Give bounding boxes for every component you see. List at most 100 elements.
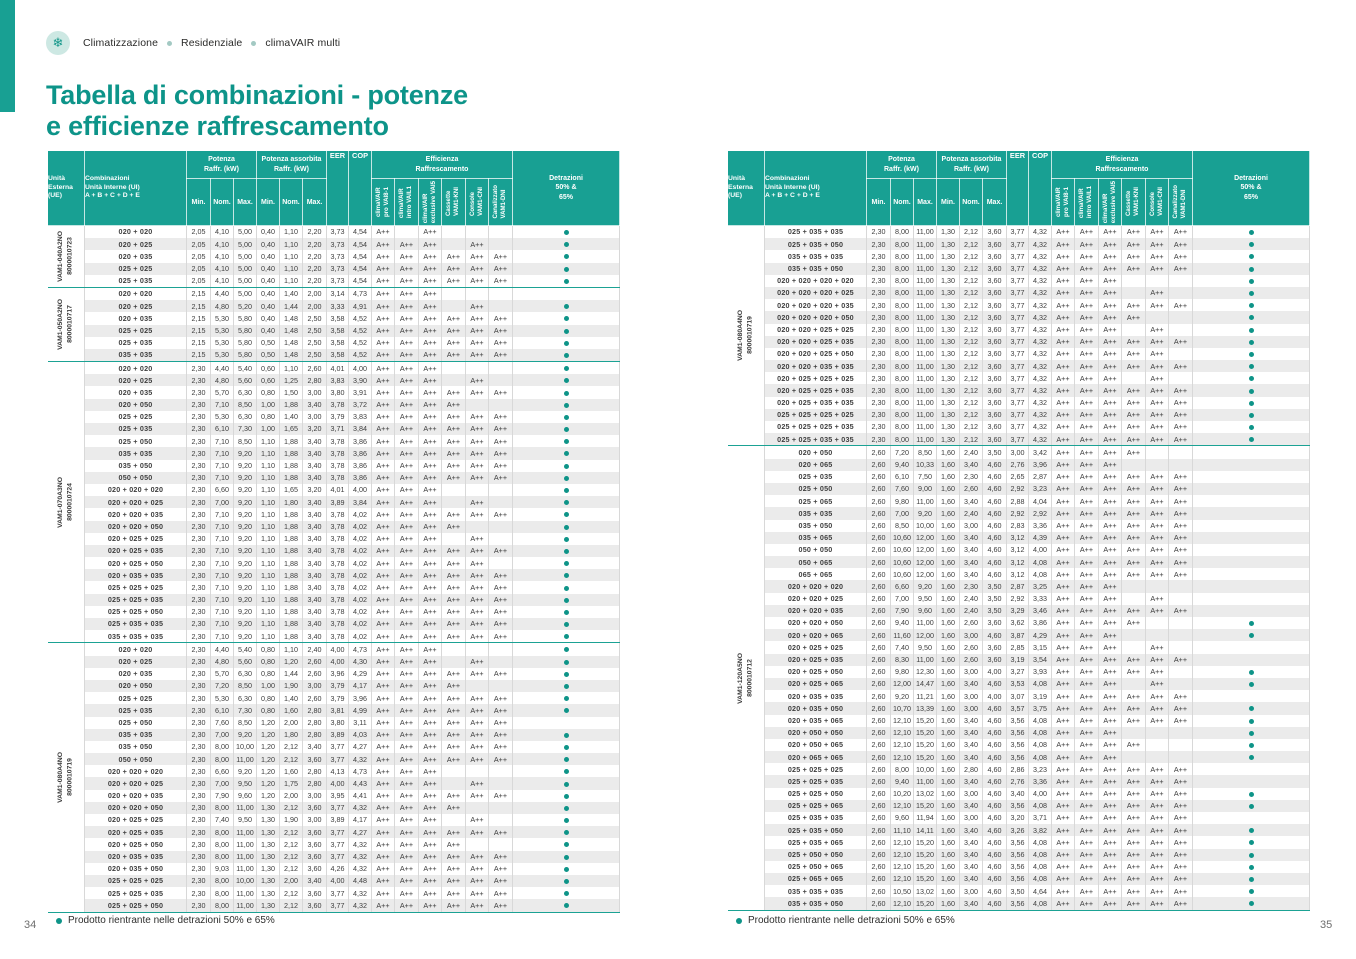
efficiency-cell xyxy=(441,496,466,509)
detrazione-dot xyxy=(563,328,569,334)
efficiency-cell: A++ xyxy=(1098,812,1122,825)
efficiency-cell: A++ xyxy=(1074,641,1099,654)
value-cell: 2,60 xyxy=(302,692,327,705)
value-cell: 1,60 xyxy=(279,765,303,778)
value-cell: 7,10 xyxy=(210,569,234,582)
value-cell: 5,30 xyxy=(210,692,234,705)
value-cell: 1,30 xyxy=(936,262,960,275)
efficiency-cell: A++ xyxy=(371,361,395,375)
efficiency-cell: A++ xyxy=(371,324,395,337)
value-cell: 2,60 xyxy=(866,580,891,593)
efficiency-cell: A++ xyxy=(394,312,419,325)
combination-cell: 025 + 025 + 025 + 025 xyxy=(764,408,867,421)
value-cell: 2,60 xyxy=(866,726,891,739)
efficiency-cell: A++ xyxy=(465,887,489,900)
value-cell: 4,00 xyxy=(348,361,372,375)
breadcrumb-item-residenziale[interactable]: Residenziale xyxy=(181,37,243,49)
efficiency-cell: A++ xyxy=(394,618,419,631)
efficiency-cell: A++ xyxy=(1168,238,1193,251)
efficiency-cell: A++ xyxy=(371,838,395,851)
efficiency-cell: A++ xyxy=(1145,860,1169,873)
value-cell: 3,40 xyxy=(302,593,327,606)
value-cell: 4,00 xyxy=(326,777,349,790)
efficiency-cell: A++ xyxy=(488,471,513,484)
value-cell: 12,10 xyxy=(890,714,914,727)
efficiency-cell: A++ xyxy=(1098,384,1122,397)
efficiency-cell: A++ xyxy=(394,642,419,656)
breadcrumb-item-climatizzazione[interactable]: Climatizzazione xyxy=(83,37,159,49)
efficiency-cell xyxy=(1168,738,1193,752)
value-cell: 2,60 xyxy=(302,361,327,375)
value-cell: 3,40 xyxy=(302,605,327,618)
value-cell: 4,00 xyxy=(1028,543,1052,557)
value-cell: 1,10 xyxy=(256,447,280,460)
efficiency-cell: A++ xyxy=(1168,775,1193,788)
value-cell: 1,20 xyxy=(279,655,303,668)
combination-cell: 025 + 035 + 065 xyxy=(764,836,867,849)
efficiency-cell xyxy=(488,557,513,570)
efficiency-cell: A++ xyxy=(1121,763,1146,776)
efficiency-cell: A++ xyxy=(1074,433,1099,447)
efficiency-cell xyxy=(1121,677,1146,691)
value-cell: 1,80 xyxy=(279,728,303,741)
detrazioni-cell xyxy=(512,312,620,325)
value-cell: 2,80 xyxy=(302,704,327,717)
efficiency-cell: A++ xyxy=(1074,714,1099,727)
efficiency-cell: A++ xyxy=(371,250,395,263)
detrazione-dot xyxy=(1248,291,1254,297)
value-cell: 1,88 xyxy=(279,605,303,618)
efficiency-cell xyxy=(441,655,466,668)
value-cell: 9,20 xyxy=(233,765,257,778)
efficiency-cell: A++ xyxy=(1074,408,1099,421)
combination-cell: 050 + 050 xyxy=(84,753,187,766)
efficiency-cell: A++ xyxy=(441,520,466,533)
efficiency-cell: A++ xyxy=(465,324,489,337)
detrazione-dot xyxy=(563,793,569,799)
detrazioni-cell xyxy=(512,225,620,239)
value-cell: 1,60 xyxy=(936,495,960,508)
value-cell: 7,10 xyxy=(210,630,234,644)
value-cell: 2,30 xyxy=(866,335,891,348)
value-cell: 3,77 xyxy=(326,887,349,900)
value-cell: 3,20 xyxy=(1006,812,1029,825)
detrazioni-cell xyxy=(1192,556,1310,569)
value-cell: 1,10 xyxy=(256,569,280,582)
value-cell: 2,30 xyxy=(866,323,891,336)
value-cell: 15,20 xyxy=(913,799,937,812)
efficiency-cell: A++ xyxy=(1098,421,1122,434)
efficiency-cell: A++ xyxy=(1168,543,1193,557)
detrazioni-cell xyxy=(1192,445,1310,459)
header-cell: EER xyxy=(1006,150,1029,226)
value-cell: 11,10 xyxy=(890,824,914,837)
value-cell: 1,40 xyxy=(279,692,303,705)
table-row: 025 + 035 + 050 2,30 8,00 11,00 1,30 2,12 3,60… xyxy=(728,238,1310,251)
combination-cell: 020 + 025 xyxy=(84,300,187,313)
efficiency-cell: A++ xyxy=(441,801,466,814)
value-cell: 2,60 xyxy=(866,714,891,727)
value-cell: 11,00 xyxy=(233,826,257,839)
efficiency-cell: A++ xyxy=(488,667,513,680)
efficiency-cell: A++ xyxy=(441,410,466,423)
value-cell: 3,27 xyxy=(1006,665,1029,678)
value-cell: 8,50 xyxy=(233,716,257,729)
value-cell: 3,77 xyxy=(1006,433,1029,447)
efficiency-cell: A++ xyxy=(394,324,419,337)
table-row: 025 + 035 2,05 4,10 5,00 0,40 1,10 2,20 3,73 4,5… xyxy=(48,274,620,288)
value-cell: 8,00 xyxy=(890,238,914,251)
breadcrumb-item-climavair-multi[interactable]: climaVAIR multi xyxy=(265,37,341,49)
value-cell: 1,60 xyxy=(936,702,960,715)
detrazioni-cell xyxy=(1192,641,1310,654)
value-cell: 4,32 xyxy=(1028,384,1052,397)
outdoor-unit-label: VAM1-070A3NO 8000010724 xyxy=(47,361,85,644)
value-cell: 3,60 xyxy=(982,323,1007,336)
value-cell: 2,30 xyxy=(186,801,211,814)
efficiency-cell: A++ xyxy=(441,679,466,693)
value-cell: 2,30 xyxy=(866,384,891,397)
table-row: 020 + 020 + 020 + 020 2,30 8,00 11,00 1,30 2,… xyxy=(728,274,1310,287)
efficiency-cell: A++ xyxy=(1168,433,1193,447)
value-cell: 4,91 xyxy=(348,300,372,313)
value-cell: 3,56 xyxy=(1006,897,1029,911)
value-cell: 12,10 xyxy=(890,726,914,739)
value-cell: 11,60 xyxy=(890,629,914,642)
efficiency-cell xyxy=(441,483,466,497)
